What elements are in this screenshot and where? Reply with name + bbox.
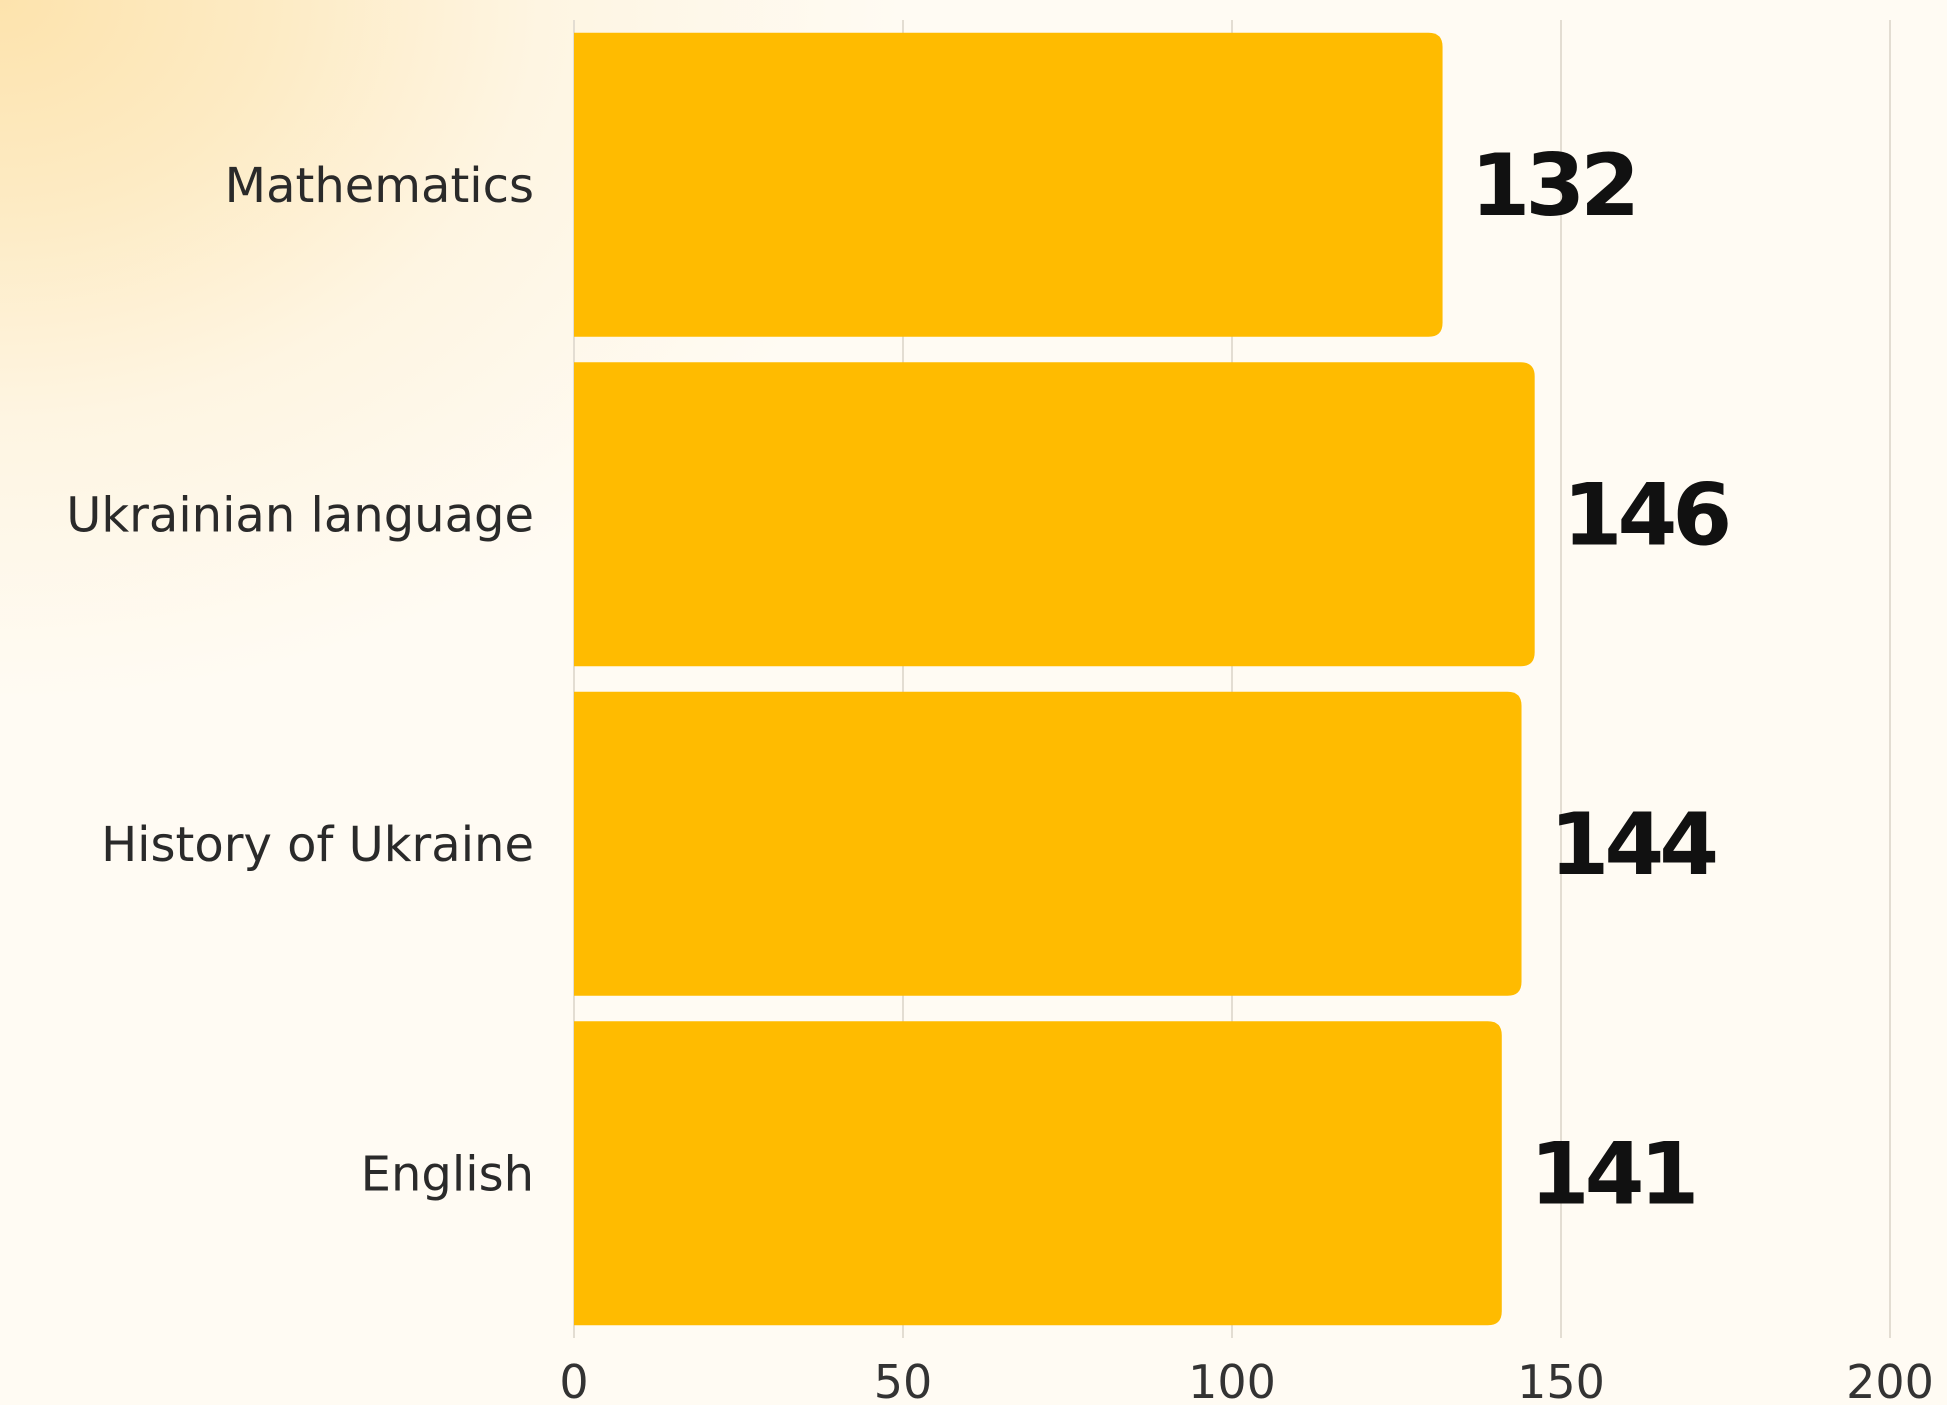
bars	[574, 32, 1535, 1326]
bar-history-of-ukraine	[574, 691, 1522, 996]
category-labels: Mathematics Ukrainian language History of …	[66, 158, 534, 1203]
x-tick-label-150: 150	[1517, 1355, 1605, 1405]
x-tick-label-50: 50	[874, 1355, 933, 1405]
value-labels: 132 146 144 141	[1471, 136, 1734, 1225]
x-axis-tick-labels: 0 50 100 150 200	[559, 1355, 1934, 1405]
category-label-mathematics: Mathematics	[225, 158, 534, 214]
x-tick-label-200: 200	[1846, 1355, 1934, 1405]
category-label-english: English	[361, 1146, 534, 1202]
value-label-history-of-ukraine: 144	[1550, 795, 1716, 895]
category-label-ukrainian-language: Ukrainian language	[66, 487, 534, 543]
bar-english	[574, 1021, 1502, 1326]
category-label-history-of-ukraine: History of Ukraine	[101, 817, 534, 873]
x-tick-label-0: 0	[559, 1355, 588, 1405]
bar-mathematics	[574, 32, 1443, 337]
value-label-ukrainian-language: 146	[1563, 465, 1729, 565]
bar-ukrainian-language	[574, 362, 1535, 667]
value-label-mathematics: 132	[1471, 136, 1636, 236]
value-label-english: 141	[1530, 1124, 1695, 1224]
x-tick-label-100: 100	[1188, 1355, 1276, 1405]
